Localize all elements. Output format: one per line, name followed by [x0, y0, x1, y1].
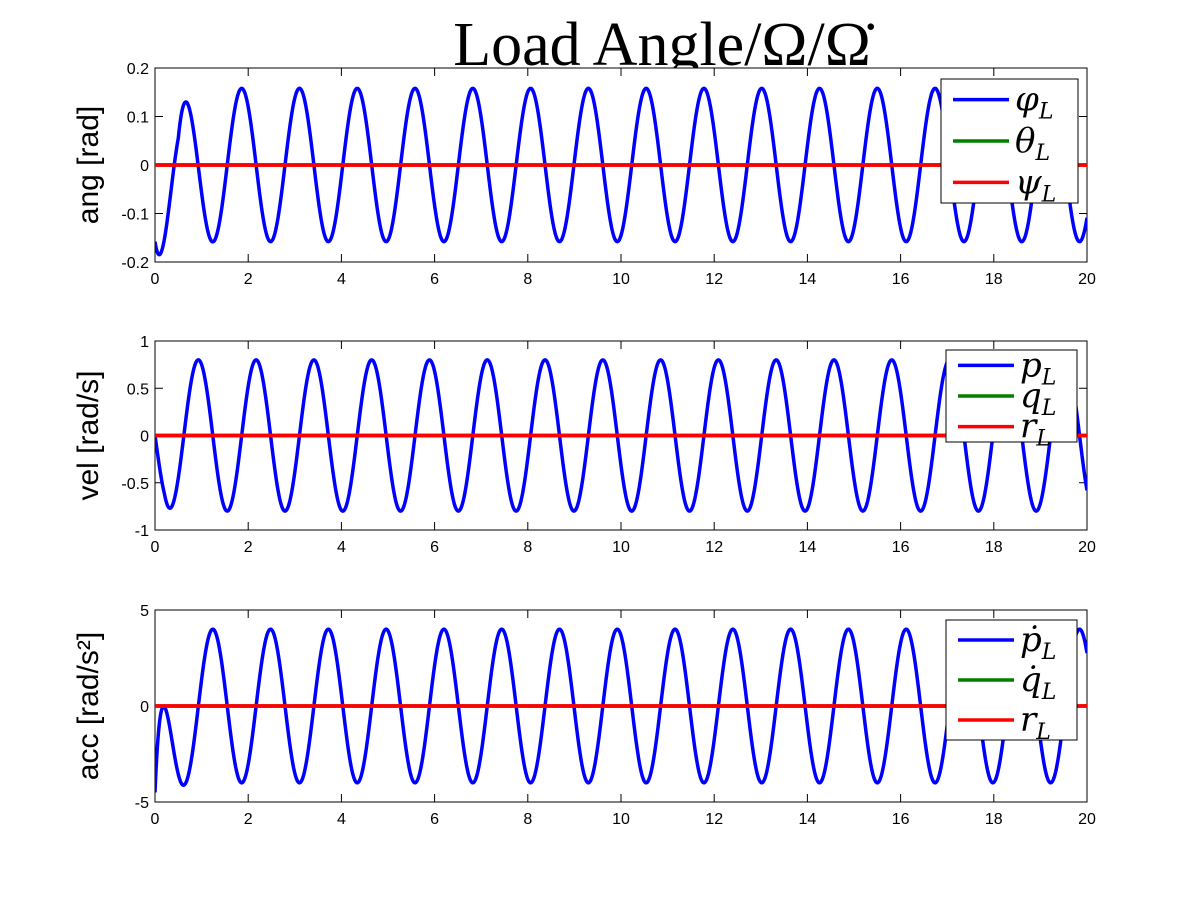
x-tick-label: 16	[892, 811, 910, 828]
legend-entry: qL	[1020, 376, 1056, 421]
x-tick-label: 16	[892, 271, 910, 288]
x-tick-label: 0	[151, 271, 160, 288]
legend-subscript: L	[1038, 100, 1054, 125]
legend-entry: ψL	[1015, 162, 1056, 207]
x-tick-label: 12	[705, 811, 723, 828]
x-tick-label: 0	[151, 811, 160, 828]
y-axis-label: acc [rad/s²]	[72, 632, 105, 780]
y-tick-label: 0	[140, 429, 149, 446]
x-tick-label: 14	[799, 811, 817, 828]
y-axis-label: ang [rad]	[72, 106, 105, 224]
legend-subscript: L	[1041, 640, 1057, 665]
y-tick-label: 0	[140, 158, 149, 175]
x-tick-label: 8	[523, 811, 532, 828]
subplot-2: 0 2 4 6 8 10 12 14 16 18 20 -1 -0.5 0 0.5 1 vel [rad/s] p…	[72, 334, 1096, 556]
series-line-1	[155, 86, 1087, 257]
x-tick-label: 8	[523, 271, 532, 288]
legend-subscript: L	[1041, 396, 1057, 421]
x-tick-label: 4	[337, 271, 346, 288]
legend-symbol: r	[1020, 700, 1038, 740]
x-tick-label: 12	[705, 539, 723, 556]
legend-subscript: L	[1035, 720, 1051, 745]
y-tick-label: 0	[140, 699, 149, 716]
y-tick-label: 5	[140, 603, 149, 620]
y-tick-label: -1	[135, 523, 149, 540]
x-tick-label: 20	[1078, 539, 1096, 556]
legend-subscript: L	[1034, 141, 1050, 166]
legend-entry: rL	[1020, 700, 1051, 745]
legend-entry: q̇L	[1020, 660, 1056, 705]
legend-subscript: L	[1041, 182, 1057, 207]
x-tick-label: 2	[244, 811, 253, 828]
x-tick-label: 18	[985, 271, 1003, 288]
y-tick-label: -0.1	[121, 207, 149, 224]
x-tick-label: 6	[430, 271, 439, 288]
x-tick-label: 10	[612, 811, 630, 828]
x-tick-label: 6	[430, 539, 439, 556]
y-axis-label: vel [rad/s]	[72, 370, 105, 500]
x-tick-label: 8	[523, 539, 532, 556]
x-tick-label: 20	[1078, 811, 1096, 828]
x-tick-label: 18	[985, 811, 1003, 828]
y-tick-label: 0.5	[127, 381, 149, 398]
x-tick-label: 4	[337, 539, 346, 556]
legend-subscript: L	[1035, 427, 1051, 452]
legend-entry: ṗL	[1020, 620, 1056, 665]
legend-entry: pL	[1020, 345, 1056, 390]
legend-symbol: ψ	[1015, 162, 1042, 202]
x-tick-label: 0	[151, 539, 160, 556]
subplot-1: 0 2 4 6 8 10 12 14 16 18 20 -0.2 -0.1 0 0.1 0.2 ang [rad…	[72, 61, 1096, 288]
x-tick-label: 2	[244, 271, 253, 288]
legend-symbol: ṗ	[1020, 620, 1042, 660]
y-tick-label: 1	[140, 334, 149, 351]
x-tick-label: 16	[892, 539, 910, 556]
series-line-1	[155, 358, 1087, 513]
x-tick-label: 14	[799, 271, 817, 288]
x-tick-label: 14	[799, 539, 817, 556]
x-tick-label: 10	[612, 271, 630, 288]
x-tick-label: 12	[705, 271, 723, 288]
legend-symbol: q̇	[1020, 660, 1042, 700]
legend-entry: rL	[1020, 407, 1051, 452]
legend-entry: φL	[1015, 80, 1053, 125]
series-line-1	[155, 627, 1087, 793]
legend-subscript: L	[1041, 680, 1057, 705]
x-tick-label: 10	[612, 539, 630, 556]
legend: ṗLq̇LrL	[945, 619, 1078, 745]
legend-entry: θL	[1015, 121, 1050, 166]
legend-symbol: r	[1020, 407, 1038, 447]
x-tick-label: 20	[1078, 271, 1096, 288]
x-tick-label: 4	[337, 811, 346, 828]
y-tick-label: 0.1	[127, 110, 149, 127]
y-tick-label: 0.2	[127, 61, 149, 78]
x-tick-label: 18	[985, 539, 1003, 556]
y-tick-label: -0.5	[121, 476, 149, 493]
x-tick-label: 6	[430, 811, 439, 828]
legend-symbol: p	[1020, 345, 1042, 385]
y-tick-label: -5	[135, 795, 149, 812]
y-tick-label: -0.2	[121, 255, 149, 272]
legend-symbol: q	[1020, 376, 1042, 416]
x-tick-label: 2	[244, 539, 253, 556]
legend-symbol: φ	[1015, 80, 1039, 120]
legend-symbol: θ	[1015, 121, 1035, 161]
legend-subscript: L	[1041, 365, 1057, 390]
